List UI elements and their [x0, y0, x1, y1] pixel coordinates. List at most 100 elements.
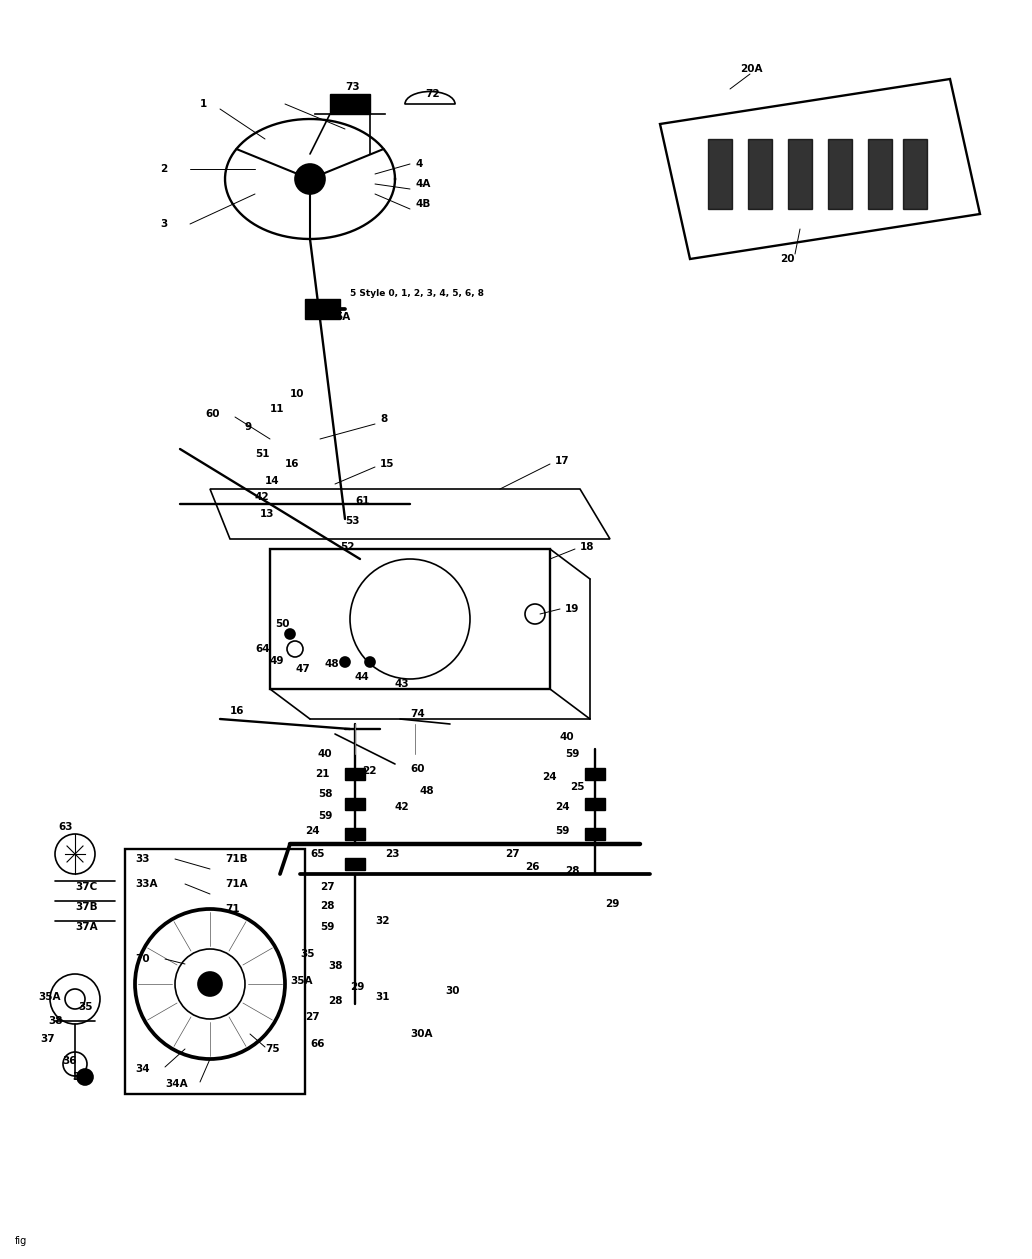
- Text: 34A: 34A: [165, 1079, 188, 1089]
- Text: 70: 70: [135, 954, 150, 964]
- Text: 71B: 71B: [225, 854, 248, 864]
- Text: 32: 32: [375, 917, 389, 927]
- Bar: [868, 138, 892, 209]
- Bar: [788, 138, 812, 209]
- Circle shape: [365, 657, 375, 667]
- Text: 71: 71: [225, 904, 239, 914]
- Text: 65: 65: [310, 849, 324, 859]
- Text: 74: 74: [410, 709, 425, 719]
- Text: 24: 24: [305, 826, 320, 836]
- Text: 40: 40: [318, 749, 332, 759]
- Text: 11: 11: [270, 404, 285, 414]
- Text: 13: 13: [260, 509, 275, 519]
- Text: 1: 1: [200, 99, 207, 110]
- Bar: [345, 768, 365, 781]
- Text: 59: 59: [318, 811, 332, 821]
- Text: 59: 59: [565, 749, 579, 759]
- Text: 19: 19: [565, 604, 579, 614]
- Text: 35A: 35A: [290, 976, 313, 986]
- Circle shape: [77, 1069, 93, 1085]
- Text: 20A: 20A: [740, 64, 763, 74]
- Text: 48: 48: [325, 658, 340, 669]
- Text: 37B: 37B: [75, 901, 98, 912]
- Text: 26: 26: [525, 862, 540, 872]
- Text: 43: 43: [395, 679, 410, 689]
- Text: 33A: 33A: [135, 879, 158, 889]
- Text: 66: 66: [310, 1039, 324, 1049]
- Bar: [828, 138, 852, 209]
- Text: 24: 24: [555, 802, 570, 812]
- Text: 60: 60: [205, 409, 220, 419]
- Text: 33: 33: [135, 854, 150, 864]
- Text: 72: 72: [425, 89, 440, 99]
- Text: 16: 16: [285, 460, 299, 470]
- Text: 28: 28: [320, 901, 334, 912]
- Bar: [708, 138, 732, 209]
- Text: 60: 60: [410, 764, 424, 774]
- Text: 29: 29: [605, 899, 619, 909]
- Bar: [345, 828, 365, 840]
- Text: 40: 40: [560, 731, 575, 742]
- Text: 34: 34: [135, 1064, 150, 1074]
- Text: 42: 42: [255, 492, 269, 502]
- Bar: [305, 298, 340, 319]
- Text: 27: 27: [320, 883, 334, 891]
- Text: 4A: 4A: [415, 179, 430, 189]
- Text: 2: 2: [160, 164, 167, 174]
- Text: 53: 53: [345, 516, 359, 526]
- Text: 50: 50: [275, 619, 290, 630]
- Text: 38: 38: [328, 961, 343, 971]
- Text: 31: 31: [375, 992, 389, 1002]
- Text: 8: 8: [380, 414, 387, 424]
- Text: 27: 27: [305, 1012, 320, 1022]
- Text: 73: 73: [345, 82, 359, 92]
- Text: 59: 59: [320, 922, 334, 932]
- Text: 48: 48: [420, 786, 434, 796]
- Text: 23: 23: [385, 849, 399, 859]
- Text: 61: 61: [355, 496, 369, 506]
- Text: 64: 64: [255, 645, 269, 653]
- Text: 47: 47: [295, 663, 310, 674]
- Text: 14: 14: [265, 476, 280, 486]
- Text: 44: 44: [355, 672, 369, 682]
- Bar: [585, 828, 605, 840]
- Text: 30: 30: [445, 986, 459, 996]
- Circle shape: [198, 972, 222, 996]
- Text: 25: 25: [570, 782, 584, 792]
- Text: 10: 10: [290, 389, 304, 399]
- Circle shape: [285, 630, 295, 640]
- Text: 58: 58: [318, 789, 332, 799]
- Text: 36: 36: [62, 1056, 76, 1066]
- Bar: [345, 798, 365, 810]
- Text: 17: 17: [555, 456, 570, 466]
- Text: 27: 27: [505, 849, 520, 859]
- Text: 30A: 30A: [410, 1029, 432, 1039]
- Text: 28: 28: [565, 866, 580, 876]
- Text: 3: 3: [160, 219, 167, 229]
- Text: 38: 38: [49, 1016, 63, 1026]
- Text: 5A: 5A: [335, 312, 350, 322]
- Text: 63: 63: [58, 822, 72, 832]
- Text: 28: 28: [328, 996, 343, 1006]
- Text: 29: 29: [350, 982, 364, 992]
- Text: 5 Style 0, 1, 2, 3, 4, 5, 6, 8: 5 Style 0, 1, 2, 3, 4, 5, 6, 8: [350, 290, 484, 298]
- Text: 18: 18: [580, 543, 594, 551]
- Bar: [345, 857, 365, 870]
- Circle shape: [340, 657, 350, 667]
- Text: 51: 51: [255, 449, 269, 460]
- Bar: [748, 138, 772, 209]
- Text: 24: 24: [542, 772, 556, 782]
- Text: 16: 16: [230, 706, 245, 716]
- Text: 21: 21: [315, 769, 329, 779]
- Bar: [330, 94, 370, 115]
- Text: 75: 75: [265, 1044, 280, 1054]
- Text: 20: 20: [780, 254, 795, 264]
- Text: 71A: 71A: [225, 879, 248, 889]
- Bar: [585, 798, 605, 810]
- Text: 49: 49: [270, 656, 285, 666]
- Bar: [585, 768, 605, 781]
- Text: 37C: 37C: [75, 883, 97, 891]
- Text: 42: 42: [395, 802, 410, 812]
- Circle shape: [295, 164, 325, 194]
- Text: 37A: 37A: [75, 922, 98, 932]
